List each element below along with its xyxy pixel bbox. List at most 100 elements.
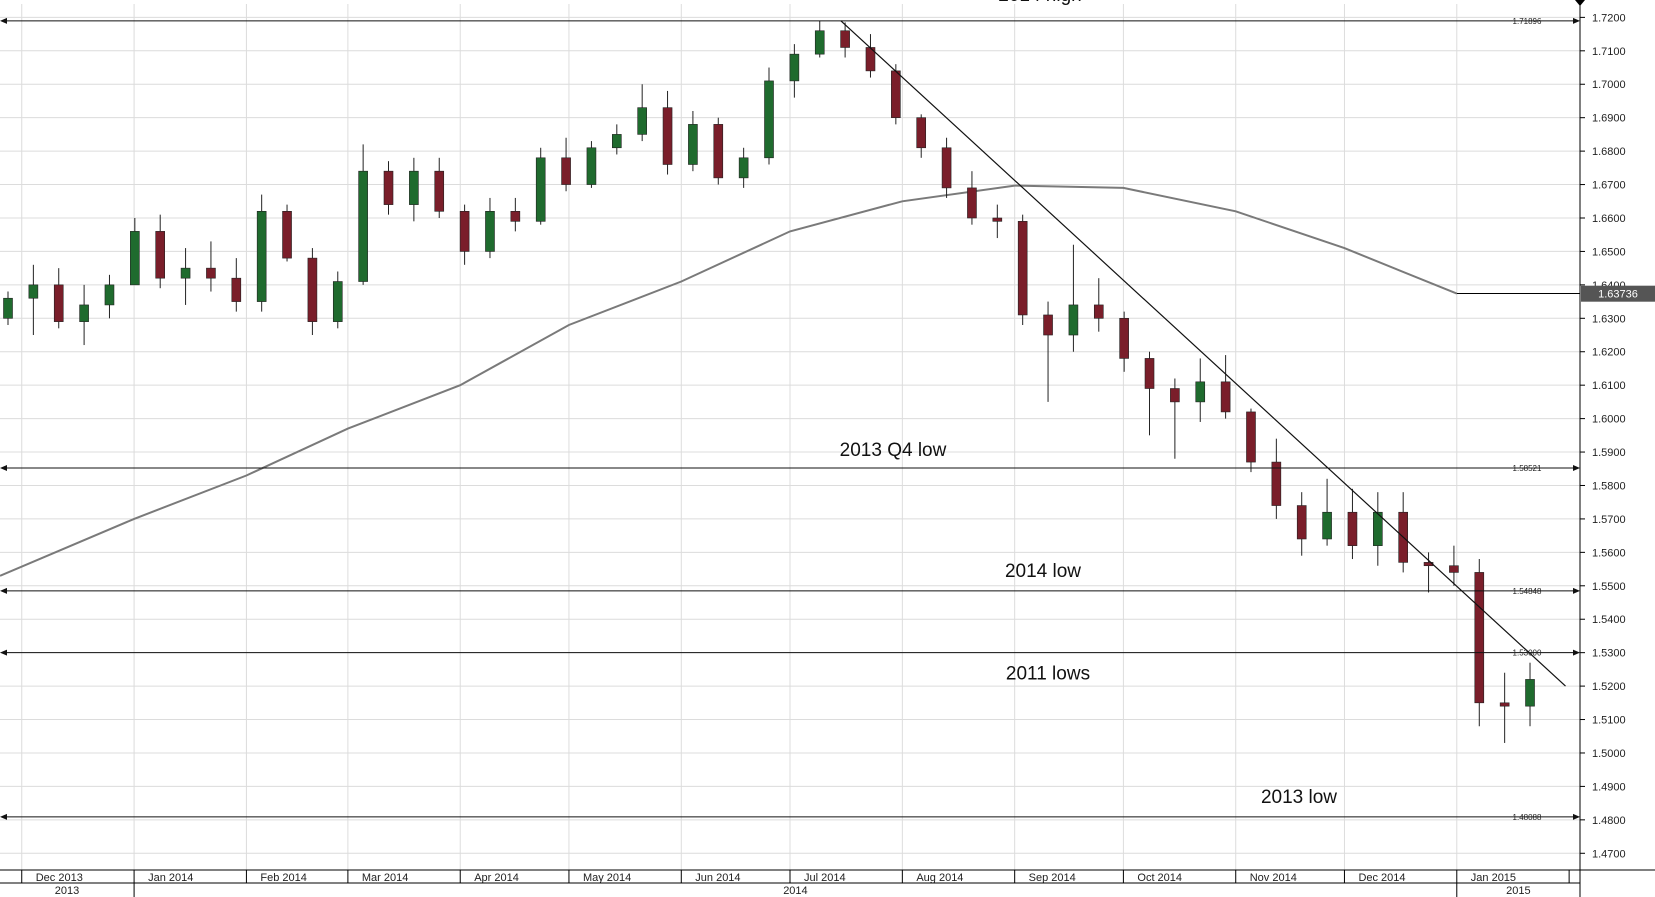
candlestick — [1119, 311, 1129, 372]
candle-body — [612, 134, 622, 149]
level-annotation: 2013 Q4 low — [840, 440, 947, 461]
y-tick-label: 1.6500 — [1592, 246, 1626, 258]
y-tick-label: 1.6700 — [1592, 180, 1626, 192]
candle-body — [941, 147, 952, 189]
candle-body — [586, 147, 597, 185]
candle-body — [1474, 572, 1485, 704]
y-tick-label: 1.5900 — [1592, 447, 1626, 459]
candle-body — [1093, 304, 1104, 319]
candlestick — [155, 214, 166, 289]
candle-body — [485, 211, 495, 252]
candle-body — [180, 267, 191, 279]
candlestick — [561, 137, 571, 192]
candle-body — [1449, 565, 1459, 573]
candle-body — [1220, 381, 1231, 413]
level-annotation: 2011 lows — [1006, 664, 1090, 685]
candlestick — [941, 137, 952, 198]
level-lines-layer: 1.71896 2014 high 1.58521 2013 Q4 low 1.5484… — [0, 0, 1580, 822]
candle-body — [104, 284, 115, 306]
candlestick — [434, 157, 445, 218]
candle-body — [1195, 381, 1206, 403]
y-tick-label: 1.7000 — [1592, 79, 1626, 91]
candle-body — [561, 157, 571, 185]
candle-body — [789, 53, 800, 82]
candlestick — [1271, 438, 1282, 519]
candlestick — [1474, 559, 1485, 727]
candle-body — [53, 284, 64, 322]
candlestick — [662, 90, 673, 175]
candlestick — [1195, 358, 1206, 422]
level-annotation: 2014 high — [998, 0, 1081, 6]
candlestick — [282, 204, 292, 262]
level-arrow-left — [0, 465, 7, 472]
candlestick — [916, 114, 927, 158]
candlestick — [104, 274, 115, 319]
candlestick — [586, 141, 597, 188]
level-arrow-right — [1573, 17, 1580, 24]
candlestick — [1347, 488, 1358, 560]
candlestick — [409, 157, 419, 222]
candle-body — [688, 124, 698, 165]
candle-body — [1271, 461, 1282, 506]
candle-body — [738, 157, 749, 179]
candlestick — [358, 144, 368, 285]
last-price-label: 1.63736 — [1598, 289, 1638, 301]
x-month-label: Apr 2014 — [474, 872, 519, 884]
candlestick — [1220, 355, 1231, 419]
candle-body — [155, 231, 166, 279]
candlestick — [53, 268, 64, 329]
candle-body — [206, 267, 216, 279]
candle-body — [1322, 511, 1332, 540]
candlestick — [256, 194, 267, 312]
level-arrow-right — [1573, 649, 1580, 656]
level-arrow-left — [0, 17, 7, 24]
candlestick — [1144, 351, 1155, 436]
level-arrow-right — [1573, 465, 1580, 472]
y-tick-label: 1.5400 — [1592, 614, 1626, 626]
x-month-label: Dec 2014 — [1358, 872, 1405, 884]
level-arrow-left — [0, 587, 7, 594]
candlestick — [840, 22, 850, 58]
level-value-label: 1.58521 — [1513, 464, 1542, 473]
candle-body — [1119, 318, 1129, 359]
candlestick — [510, 197, 521, 232]
x-month-label: Mar 2014 — [362, 872, 408, 884]
candle-body — [434, 170, 445, 212]
candlestick — [332, 271, 343, 329]
level-annotation: 2014 low — [1005, 561, 1081, 582]
candle-body — [510, 211, 521, 222]
candle-body — [916, 117, 927, 149]
candlestick — [130, 217, 140, 286]
candle-body — [3, 297, 13, 319]
candle-body — [358, 170, 368, 282]
candle-body — [840, 30, 850, 48]
candlestick — [231, 258, 242, 312]
x-month-label: Oct 2014 — [1137, 872, 1182, 884]
level-value-label: 1.71896 — [1513, 17, 1542, 26]
x-month-label: Jan 2014 — [148, 872, 193, 884]
level-value-label: 1.54848 — [1513, 587, 1542, 596]
candlestick — [738, 147, 749, 188]
candlestick — [764, 67, 774, 165]
x-month-label: Jul 2014 — [804, 872, 846, 884]
candle-body — [1347, 511, 1358, 546]
x-month-label: Aug 2014 — [916, 872, 963, 884]
candle-body — [1017, 221, 1028, 316]
candle-body — [535, 157, 546, 222]
candlestick — [1043, 301, 1053, 402]
candle-body — [28, 284, 39, 299]
candle-body — [1373, 511, 1383, 546]
candle-body — [1525, 679, 1535, 707]
y-tick-label: 1.4800 — [1592, 815, 1626, 827]
candlestick — [713, 117, 724, 185]
candlestick — [1068, 244, 1079, 352]
candle-body — [79, 304, 89, 322]
candlestick — [459, 204, 470, 265]
candle-body — [459, 211, 470, 252]
candlestick — [1296, 492, 1307, 556]
candlestick — [1525, 662, 1535, 727]
level-value-label: 1.48088 — [1513, 813, 1542, 822]
candle-body — [383, 170, 394, 205]
candle-body — [1043, 314, 1053, 336]
